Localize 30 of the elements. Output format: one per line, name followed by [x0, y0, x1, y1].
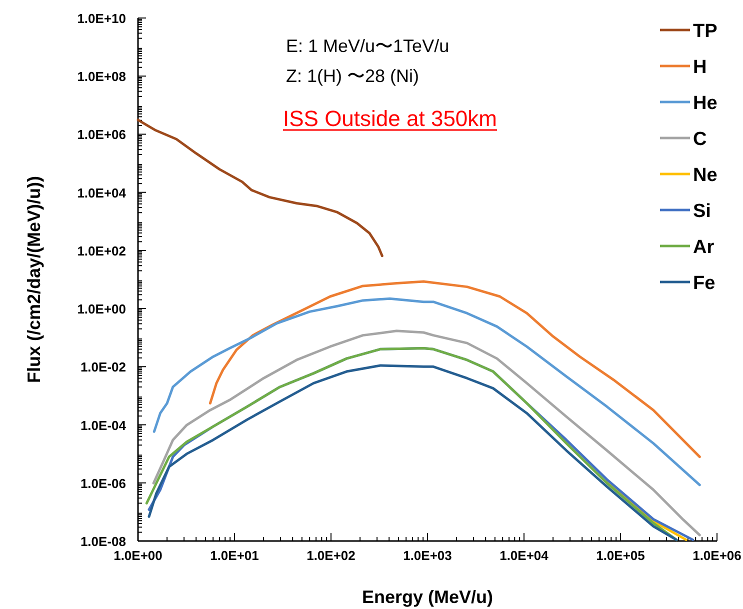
annotation: E: 1 MeV/u〜1TeV/u — [286, 36, 450, 56]
x-tick-label: 1.0E+06 — [692, 548, 742, 563]
legend-label: Ar — [693, 237, 715, 258]
legend-label: He — [693, 93, 718, 114]
x-tick-label: 1.0E+00 — [114, 548, 162, 563]
y-tick-label: 1.0E-04 — [80, 418, 127, 433]
legend-label: Fe — [693, 273, 716, 294]
y-tick-label: 1.0E-06 — [80, 476, 126, 491]
x-tick-label: 1.0E+05 — [596, 548, 645, 563]
x-axis-title: Energy (MeV/u) — [362, 587, 494, 607]
x-tick-label: 1.0E+03 — [403, 548, 452, 563]
x-tick-label: 1.0E+01 — [210, 548, 259, 563]
legend-label: Si — [693, 201, 711, 222]
legend-label: TP — [693, 21, 718, 42]
y-tick-label: 1.0E+02 — [77, 243, 126, 258]
x-tick-label: 1.0E+02 — [306, 548, 356, 563]
y-tick-label: 1.0E+04 — [77, 185, 127, 200]
y-tick-label: 1.0E-02 — [80, 360, 126, 375]
x-tick-label: 1.0E+04 — [500, 548, 550, 563]
legend-label: C — [693, 129, 707, 150]
legend-label: Ne — [693, 165, 718, 186]
annotation: Z: 1(H) 〜28 (Ni) — [286, 66, 420, 86]
y-tick-label: 1.0E+06 — [77, 127, 126, 142]
legend-label: H — [693, 57, 707, 78]
annotation: ISS Outside at 350km — [283, 106, 497, 131]
y-axis-title: Flux (/cm2/day/(MeV)/u)) — [24, 176, 44, 384]
y-tick-label: 1.0E-08 — [80, 534, 126, 549]
y-tick-label: 1.0E+10 — [77, 11, 126, 26]
y-tick-label: 1.0E+08 — [77, 69, 126, 84]
y-tick-label: 1.0E+00 — [77, 302, 126, 317]
